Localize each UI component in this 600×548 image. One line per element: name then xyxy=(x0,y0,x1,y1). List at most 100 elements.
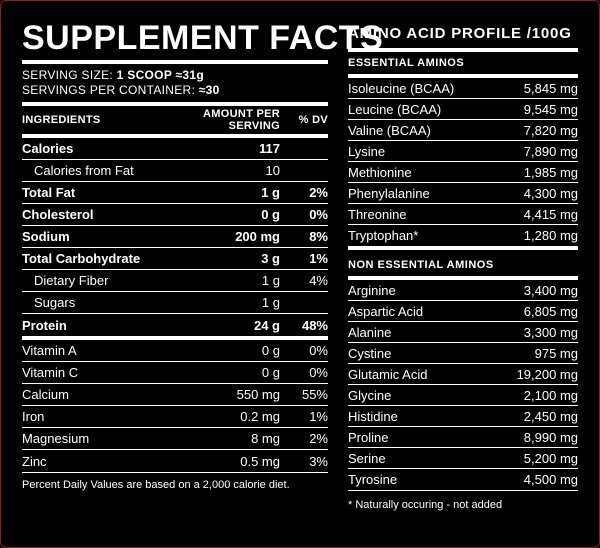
essential-aminos-heading: ESSENTIAL AMINOS xyxy=(348,57,465,69)
nutrient-dv: 3% xyxy=(309,453,328,469)
amino-footnote: * Naturally occuring - not added xyxy=(348,499,503,511)
amino-name: Glutamic Acid xyxy=(348,366,428,382)
nutrient-dv: 8% xyxy=(309,229,328,244)
amino-name: Tyrosine xyxy=(348,472,398,487)
amino-name: Isoleucine (BCAA) xyxy=(348,80,455,96)
amino-name: Alanine xyxy=(348,324,392,340)
amino-row: Tyrosine 4,500 mg xyxy=(348,469,578,490)
servings-label: SERVINGS PER CONTAINER: xyxy=(22,83,199,97)
amino-name: Threonine xyxy=(348,206,407,222)
amino-name: Methionine xyxy=(348,164,412,180)
amino-row: Isoleucine (BCAA) 5,845 mg xyxy=(348,78,578,99)
table-header: INGREDIENTS AMOUNT PER SERVING % DV xyxy=(22,108,328,132)
amino-name: Arginine xyxy=(348,282,396,298)
nutrient-amount: 1 g xyxy=(261,295,280,310)
nutrient-row: Total Fat 1 g 2% xyxy=(22,182,328,204)
amino-name: Proline xyxy=(348,429,389,445)
nutrient-name: Vitamin A xyxy=(22,343,77,358)
amino-name: Glycine xyxy=(348,387,392,403)
nutrient-dv: 4% xyxy=(309,273,328,288)
amino-row: Glycine 2,100 mg xyxy=(348,385,578,406)
amino-acid-panel: AMINO ACID PROFILE /100G ESSENTIAL AMINO… xyxy=(348,18,578,511)
amino-row: Lysine 7,890 mg xyxy=(348,141,578,162)
nutrient-name: Total Carbohydrate xyxy=(22,251,141,266)
divider-thick xyxy=(22,336,328,340)
amino-name: Aspartic Acid xyxy=(348,303,424,319)
amino-amount: 19,200 mg xyxy=(516,366,578,382)
header-amount: AMOUNT PER SERVING xyxy=(203,108,280,132)
amino-name: Cystine xyxy=(348,345,392,361)
nutrient-row: Calories from Fat 10 xyxy=(22,160,328,182)
amino-name: Lysine xyxy=(348,143,386,159)
non-essential-aminos-heading: NON ESSENTIAL AMINOS xyxy=(348,259,494,271)
nutrient-name: Protein xyxy=(22,317,67,333)
serving-size: SERVING SIZE: 1 SCOOP ≈31g xyxy=(22,68,328,83)
amino-amount: 2,100 mg xyxy=(523,387,578,403)
nutrient-amount: 0.2 mg xyxy=(240,409,280,424)
nutrient-dv: 55% xyxy=(301,387,328,402)
servings-value: ≈30 xyxy=(198,83,220,97)
nutrient-dv: 48% xyxy=(301,317,328,333)
amino-row: Cystine 975 mg xyxy=(348,343,578,364)
essential-aminos-list: Isoleucine (BCAA) 5,845 mg Leucine (BCAA) 9… xyxy=(348,78,578,246)
nutrient-amount: 24 g xyxy=(253,317,280,333)
nutrient-row: Zinc 0.5 mg 3% xyxy=(22,450,328,472)
nutrient-amount: 10 xyxy=(265,163,280,178)
nutrient-name: Sodium xyxy=(22,229,70,244)
amino-amount: 8,990 mg xyxy=(523,429,578,445)
nutrient-row: Magnesium 8 mg 2% xyxy=(22,428,328,450)
divider-thick xyxy=(348,74,578,78)
amino-amount: 7,820 mg xyxy=(523,122,578,138)
amino-row: Methionine 1,985 mg xyxy=(348,162,578,183)
header-ingredients: INGREDIENTS xyxy=(22,114,101,126)
amino-amount: 975 mg xyxy=(534,345,578,361)
amino-name: Valine (BCAA) xyxy=(348,122,431,138)
nutrient-dv: 0% xyxy=(309,207,328,222)
nutrient-name: Iron xyxy=(22,409,45,424)
amino-amount: 3,400 mg xyxy=(523,282,578,298)
serving-size-value: 1 SCOOP ≈31g xyxy=(116,68,205,82)
amino-amount: 6,805 mg xyxy=(523,303,578,319)
nutrient-amount: 1 g xyxy=(261,273,280,288)
nutrient-row: Vitamin A 0 g 0% xyxy=(22,340,328,362)
nutrient-name: Sugars xyxy=(34,295,76,310)
amino-amount: 4,300 mg xyxy=(523,185,578,201)
daily-value-footnote: Percent Daily Values are based on a 2,00… xyxy=(22,479,290,491)
nutrient-name: Calcium xyxy=(22,387,69,402)
amino-row: Aspartic Acid 6,805 mg xyxy=(348,301,578,322)
amino-row: Arginine 3,400 mg xyxy=(348,280,578,301)
vitamin-rows: Vitamin A 0 g 0% Vitamin C 0 g 0% Calcium 550 m… xyxy=(22,340,328,472)
amino-amount: 4,500 mg xyxy=(523,472,578,487)
nutrient-name: Magnesium xyxy=(22,431,90,446)
nutrient-name: Cholesterol xyxy=(22,207,94,222)
divider-thick xyxy=(348,48,578,52)
divider-thick xyxy=(22,60,328,64)
nutrient-dv: 0% xyxy=(309,343,328,358)
nutrient-amount: 8 mg xyxy=(251,431,280,446)
amino-amount: 7,890 mg xyxy=(523,143,578,159)
amino-name: Histidine xyxy=(348,408,398,424)
nutrient-amount: 3 g xyxy=(261,251,280,266)
header-dv: % DV xyxy=(298,114,328,126)
nutrient-name: Calories xyxy=(22,141,74,156)
nutrient-amount: 117 xyxy=(259,141,280,156)
nutrient-amount: 0.5 mg xyxy=(240,453,280,469)
nutrient-dv: 2% xyxy=(309,185,328,200)
amino-name: Serine xyxy=(348,450,386,466)
non-essential-aminos-list: Arginine 3,400 mg Aspartic Acid 6,805 mg Ala… xyxy=(348,280,578,490)
nutrient-row: Sodium 200 mg 8% xyxy=(22,226,328,248)
divider-thick xyxy=(348,276,578,280)
amino-row: Alanine 3,300 mg xyxy=(348,322,578,343)
nutrient-name: Total Fat xyxy=(22,185,76,200)
amino-row: Phenylalanine 4,300 mg xyxy=(348,183,578,204)
nutrient-dv: 1% xyxy=(309,409,328,424)
nutrient-amount: 0 g xyxy=(261,365,280,380)
amino-acid-title: AMINO ACID PROFILE /100G xyxy=(348,25,572,42)
nutrient-amount: 1 g xyxy=(261,185,280,200)
nutrient-row: Protein 24 g 48% xyxy=(22,314,328,336)
nutrient-name: Calories from Fat xyxy=(34,163,134,178)
amino-row: Proline 8,990 mg xyxy=(348,427,578,448)
amino-name: Phenylalanine xyxy=(348,185,430,201)
nutrition-rows: Calories 117 Calories from Fat 10 Total Fat 1… xyxy=(22,138,328,336)
